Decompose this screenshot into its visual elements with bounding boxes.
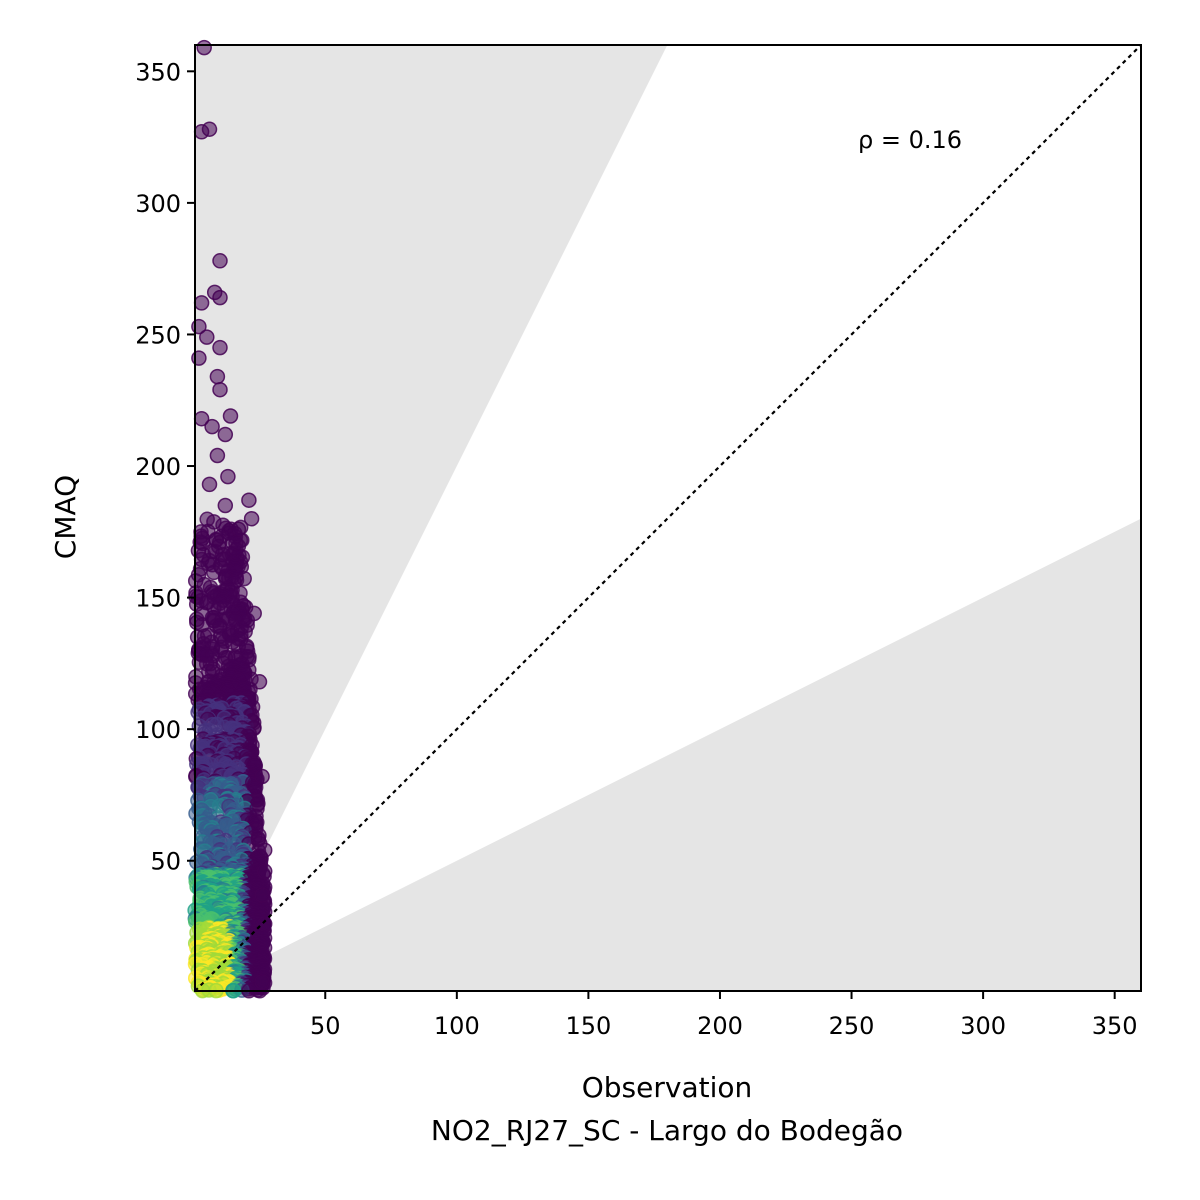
y-axis-ticks: 50 100 150 200 250 300 350 <box>135 58 195 876</box>
y-tick-label: 150 <box>135 585 181 613</box>
y-tick-label: 350 <box>135 58 181 86</box>
outlier-point <box>243 510 260 527</box>
x-axis-sublabel: NO2_RJ27_SC - Largo do Bodegão <box>431 1114 903 1147</box>
outlier-point <box>241 492 257 508</box>
outlier-point <box>212 253 228 269</box>
x-tick-label: 350 <box>1092 1012 1138 1040</box>
x-axis-label: Observation <box>582 1071 753 1104</box>
outlier-point <box>254 887 270 903</box>
outlier-point <box>217 426 234 443</box>
x-tick-label: 200 <box>697 1012 743 1040</box>
y-axis-label: CMAQ <box>49 475 82 559</box>
outlier-point <box>222 408 239 424</box>
lower-factor-band <box>195 518 1141 992</box>
outlier-point <box>254 768 270 785</box>
x-tick-label: 300 <box>960 1012 1006 1040</box>
outlier-point <box>199 329 215 345</box>
outlier-point <box>212 339 228 356</box>
outlier-point <box>196 39 212 56</box>
outlier-point <box>256 863 273 880</box>
upper-factor-band <box>195 45 668 991</box>
y-tick-label: 250 <box>135 321 181 349</box>
outlier-point <box>254 974 270 990</box>
outlier-point <box>217 497 234 514</box>
factor-of-two-bands <box>195 45 1141 992</box>
outlier-point <box>204 418 220 435</box>
outlier-point <box>193 124 210 140</box>
y-tick-label: 300 <box>135 190 181 218</box>
outlier-point <box>220 468 236 485</box>
outlier-point <box>230 521 247 537</box>
data-points <box>187 39 273 999</box>
y-tick-label: 100 <box>135 716 181 744</box>
one-to-one-line <box>194 44 1142 992</box>
outlier-point <box>209 368 226 385</box>
outlier-point <box>193 295 210 311</box>
outlier-point <box>212 381 228 398</box>
plot-frame <box>194 44 1142 992</box>
outlier-point <box>251 674 268 690</box>
x-tick-label: 50 <box>310 1012 341 1040</box>
outlier-point <box>256 916 273 932</box>
y-tick-label: 200 <box>135 453 181 481</box>
outlier-point <box>201 476 218 493</box>
x-tick-label: 250 <box>829 1012 875 1040</box>
outlier-point <box>246 605 262 622</box>
correlation-annotation: ρ = 0.16 <box>858 126 962 154</box>
outlier-point <box>256 842 273 858</box>
x-tick-label: 150 <box>565 1012 611 1040</box>
outlier-point <box>212 289 228 306</box>
outlier-point <box>209 447 226 464</box>
x-axis-ticks: 50 100 150 200 250 300 350 <box>310 991 1138 1040</box>
x-tick-label: 100 <box>434 1012 480 1040</box>
y-tick-label: 50 <box>150 848 181 876</box>
